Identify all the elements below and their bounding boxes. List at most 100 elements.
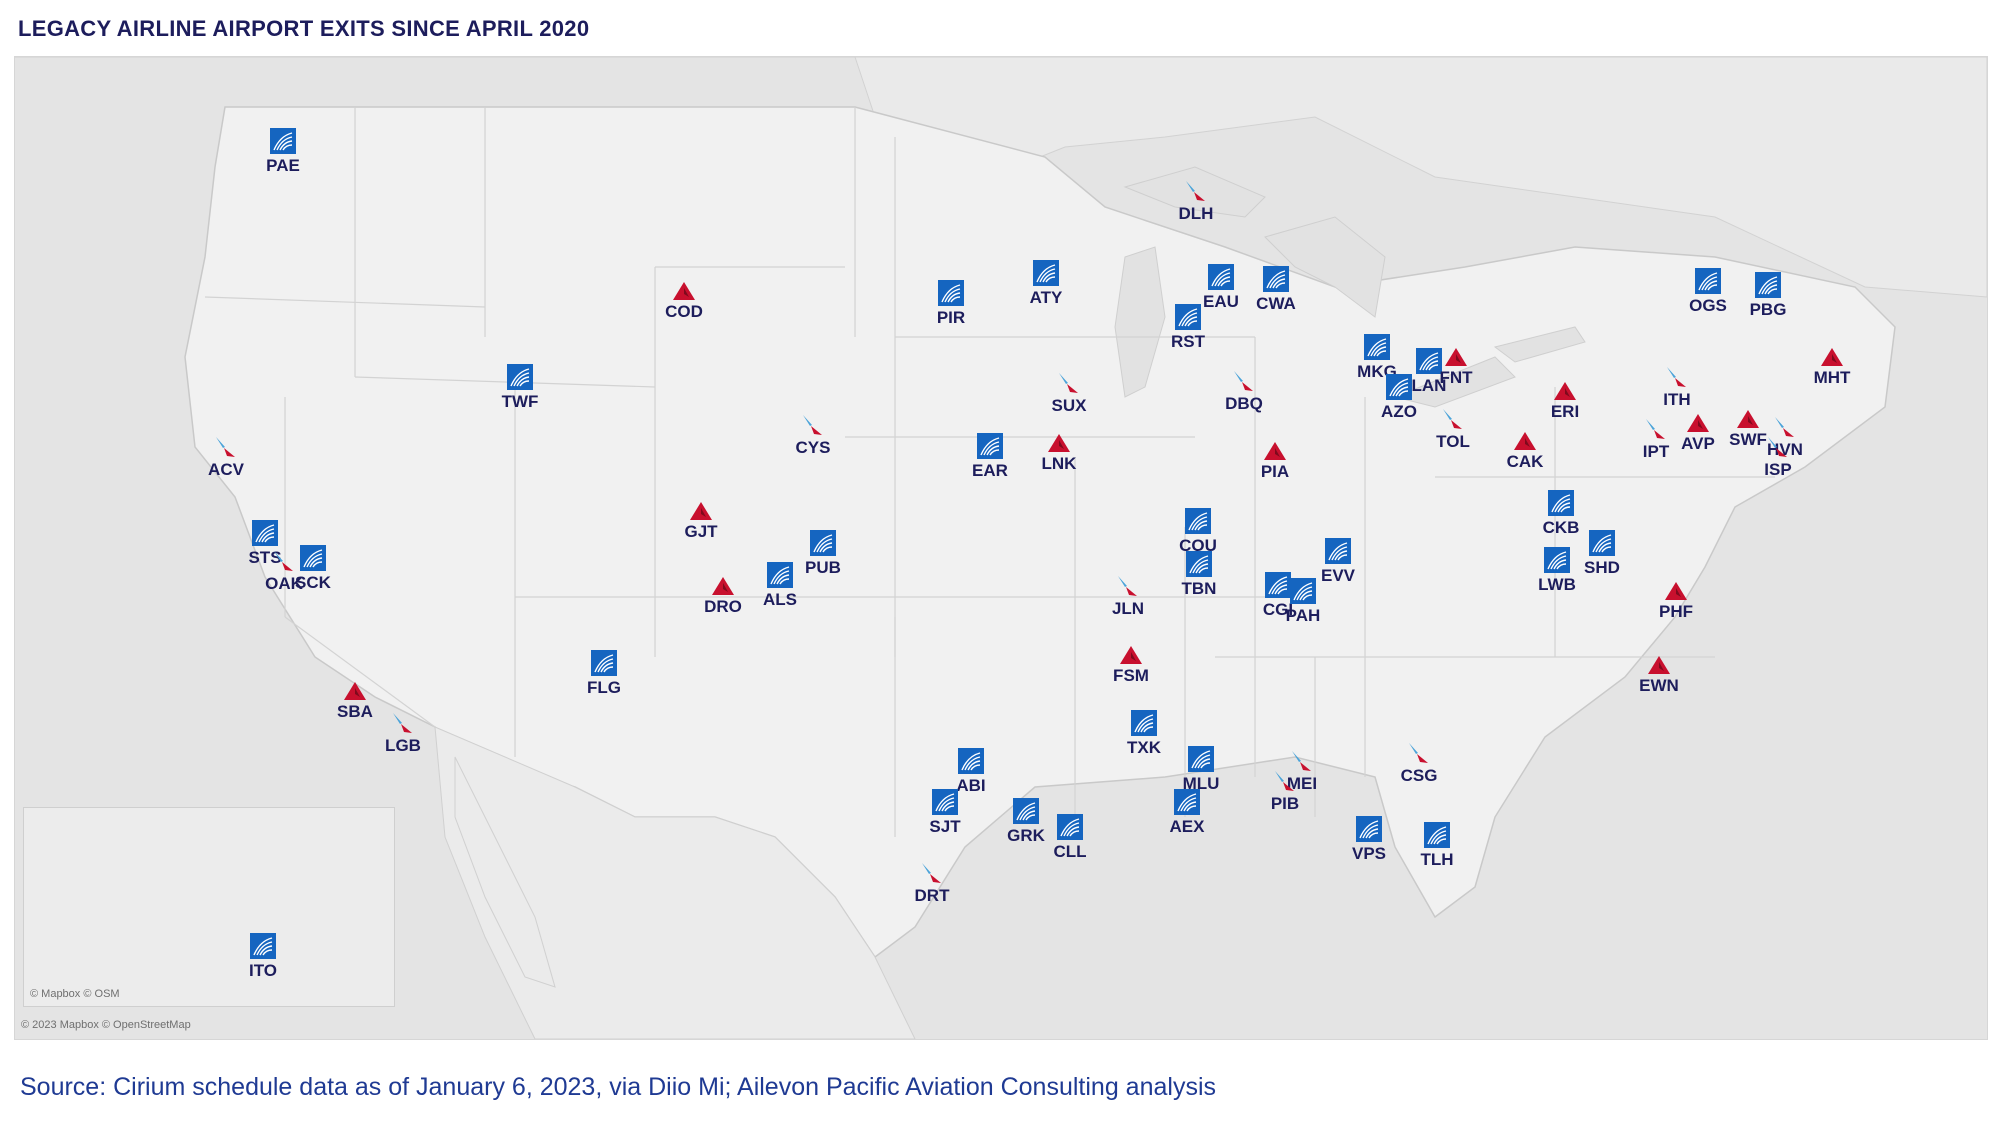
united-logo-icon xyxy=(1416,348,1442,379)
delta-logo-icon xyxy=(1687,414,1709,437)
airport-code-label: LGB xyxy=(385,736,421,755)
united-logo-icon xyxy=(507,364,533,395)
united-logo-icon xyxy=(1356,816,1382,847)
american-logo-icon xyxy=(1185,180,1207,207)
american-logo-icon xyxy=(921,862,943,889)
american-logo-icon xyxy=(1666,366,1688,393)
united-logo-icon xyxy=(810,530,836,561)
airport-code-label: RST xyxy=(1171,332,1205,351)
source-note: Source: Cirium schedule data as of Janua… xyxy=(20,1073,1216,1101)
american-logo-icon xyxy=(1774,416,1796,443)
airport-code-label: COU xyxy=(1179,536,1217,555)
delta-logo-icon xyxy=(1821,348,1843,371)
airport-code-label: PAH xyxy=(1285,606,1321,625)
american-logo-icon xyxy=(392,712,414,739)
united-logo-icon xyxy=(1386,374,1412,405)
airport-code-label: FSM xyxy=(1113,666,1149,685)
american-logo-icon xyxy=(1408,742,1430,769)
airport-code-label: OGS xyxy=(1689,296,1727,315)
airport-code-label: ALS xyxy=(763,590,797,609)
airport-code-label: PIA xyxy=(1260,462,1290,481)
map-title: LEGACY AIRLINE AIRPORT EXITS SINCE APRIL… xyxy=(18,16,590,41)
united-logo-icon xyxy=(1057,814,1083,845)
airport-code-label: TBN xyxy=(1181,579,1217,598)
airport-code-label: SWF xyxy=(1729,430,1767,449)
airport-code-label: PIR xyxy=(936,308,966,327)
airport-code-label: COD xyxy=(665,302,703,321)
airport-code-label: SUX xyxy=(1051,396,1087,415)
airport-code-label: CSG xyxy=(1400,766,1438,785)
delta-logo-icon xyxy=(1648,656,1670,679)
airport-code-label: PIB xyxy=(1270,794,1300,813)
united-logo-icon xyxy=(1263,266,1289,297)
united-logo-icon xyxy=(1325,538,1351,569)
united-logo-icon xyxy=(938,280,964,311)
airport-code-label: DLH xyxy=(1178,204,1214,223)
airport-code-label: AZO xyxy=(1381,402,1417,421)
map-area[interactable]: © Mapbox © OSM © 2023 Mapbox © OpenStree… xyxy=(14,56,1988,1040)
airport-code-label: SBA xyxy=(337,702,373,721)
delta-logo-icon xyxy=(1554,382,1576,405)
united-logo-icon xyxy=(1175,304,1201,335)
airport-code-label: GJT xyxy=(684,522,718,541)
united-logo-icon xyxy=(767,562,793,593)
airport-code-label: HVN xyxy=(1767,440,1803,459)
map-attribution: © 2023 Mapbox © OpenStreetMap xyxy=(21,1019,191,1031)
united-logo-icon xyxy=(270,128,296,159)
united-logo-icon xyxy=(1033,260,1059,291)
airport-code-label: ERI xyxy=(1550,402,1580,421)
airport-code-label: FLG xyxy=(587,678,621,697)
airport-code-label: ACV xyxy=(208,460,244,479)
united-logo-icon xyxy=(250,933,276,964)
airport-code-label: CAK xyxy=(1506,452,1544,471)
airport-code-label: CYS xyxy=(795,438,831,457)
airport-code-label: DBQ xyxy=(1225,394,1263,413)
united-logo-icon xyxy=(300,545,326,576)
airport-code-label: TXK xyxy=(1127,738,1161,757)
airport-code-label: ITH xyxy=(1663,390,1691,409)
united-logo-icon xyxy=(1013,798,1039,829)
united-logo-icon xyxy=(932,789,958,820)
airport-code-label: TWF xyxy=(501,392,539,411)
delta-logo-icon xyxy=(1264,442,1286,465)
airport-code-label: SJT xyxy=(929,817,961,836)
united-logo-icon xyxy=(1548,490,1574,521)
airport-code-label: PUB xyxy=(805,558,841,577)
airport-code-label: LAN xyxy=(1411,376,1447,395)
american-logo-icon xyxy=(1117,575,1139,602)
united-logo-icon xyxy=(977,433,1003,464)
airport-code-label: STS xyxy=(248,548,282,567)
airport-code-label: SCK xyxy=(295,573,331,592)
united-logo-icon xyxy=(1131,710,1157,741)
airport-code-label: GRK xyxy=(1007,826,1045,845)
delta-logo-icon xyxy=(712,577,734,600)
american-logo-icon xyxy=(1233,370,1255,397)
united-logo-icon xyxy=(958,748,984,779)
airport-code-label: CLL xyxy=(1053,842,1087,861)
airport-code-label: ITO xyxy=(248,961,278,980)
airport-code-label: EVV xyxy=(1320,566,1356,585)
hawaii-inset: © Mapbox © OSM xyxy=(23,807,395,1007)
airport-code-label: LNK xyxy=(1041,454,1077,473)
airport-code-label: OAK xyxy=(265,574,303,593)
inset-attribution: © Mapbox © OSM xyxy=(30,988,120,1000)
airport-code-label: EAU xyxy=(1203,292,1239,311)
american-logo-icon xyxy=(802,414,824,441)
airport-code-label: IPT xyxy=(1642,442,1670,461)
united-logo-icon xyxy=(1186,551,1212,582)
airport-code-label: JLN xyxy=(1111,599,1145,618)
american-logo-icon xyxy=(215,436,237,463)
american-logo-icon xyxy=(1291,750,1313,777)
airport-code-label: AEX xyxy=(1169,817,1205,836)
airport-code-label: EAR xyxy=(972,461,1008,480)
united-logo-icon xyxy=(1544,547,1570,578)
airport-code-label: DRO xyxy=(704,597,742,616)
airport-code-label: PAE xyxy=(266,156,300,175)
airport-code-label: SHD xyxy=(1584,558,1620,577)
united-logo-icon xyxy=(1188,746,1214,777)
united-logo-icon xyxy=(1364,334,1390,365)
airport-code-label: PHF xyxy=(1659,602,1693,621)
united-logo-icon xyxy=(1208,264,1234,295)
airport-code-label: CWA xyxy=(1256,294,1296,313)
american-logo-icon xyxy=(273,550,295,577)
